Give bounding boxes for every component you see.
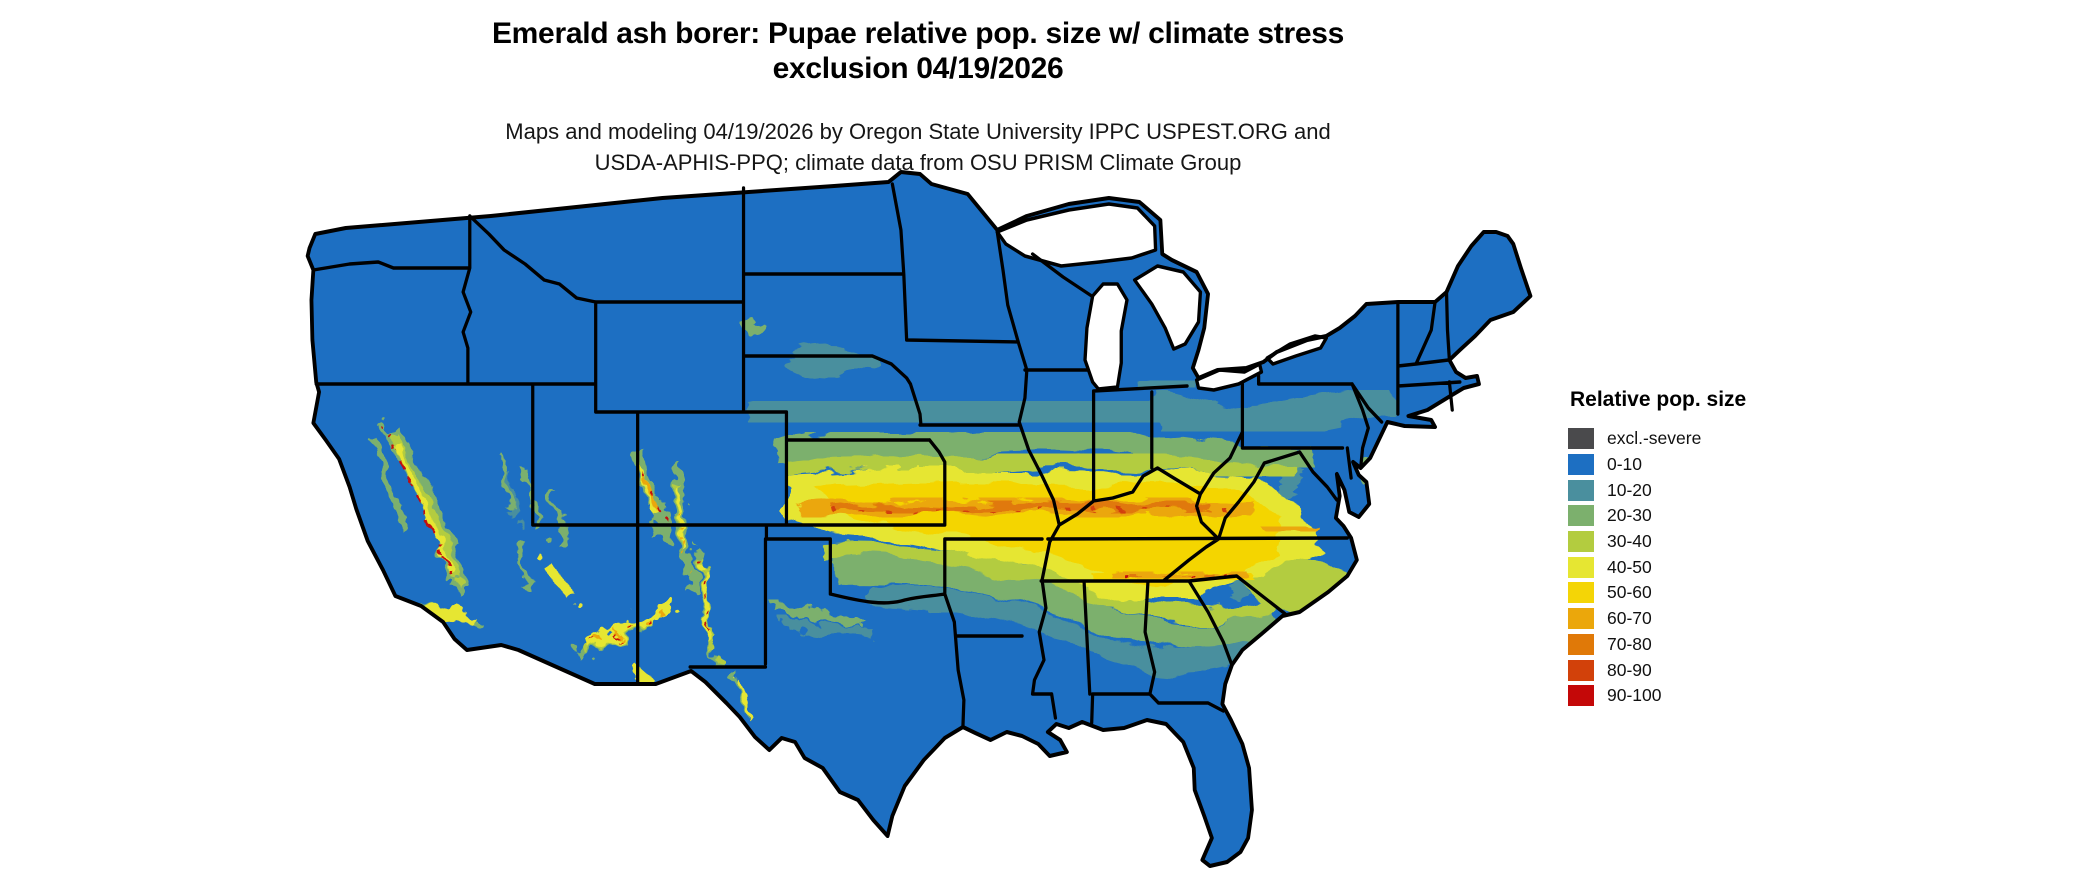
legend-swatch-40-50 [1568, 556, 1594, 578]
legend-row: 20-30 [1568, 503, 1818, 529]
ygreen-band-south [822, 543, 1282, 624]
title-line-1: Emerald ash borer: Pupae relative pop. s… [491, 17, 1345, 50]
lake-superior [995, 202, 1158, 268]
state-borders [311, 182, 1462, 729]
legend-swatch-60-70 [1568, 608, 1594, 630]
swatch-rect [1568, 659, 1594, 681]
legend-swatch-10-20 [1568, 479, 1594, 501]
ygreen-band-north [785, 449, 1295, 480]
swatch-rect [1568, 454, 1594, 476]
red-sierra-fringe [386, 431, 458, 585]
teal-band-plains [743, 384, 1196, 440]
yellow-socal [421, 603, 473, 624]
heat-raster-layer [369, 319, 1394, 719]
red-tennessee-specks [1125, 572, 1245, 579]
swatch-rect [1568, 479, 1594, 501]
legend-row: 50-60 [1568, 580, 1818, 606]
legend-row: excl.-severe [1568, 426, 1818, 452]
title-line-2: exclusion 04/19/2026 [772, 52, 1064, 85]
legend-swatch-80-90 [1568, 659, 1594, 681]
legend-row: 80-90 [1568, 657, 1818, 683]
legend-label: 40-50 [1607, 556, 1652, 577]
legend-label: 10-20 [1607, 479, 1652, 500]
legend-label: 0-10 [1607, 454, 1643, 475]
dark-orange-core [833, 500, 1212, 514]
red-rockies-fringe [644, 475, 716, 641]
swatch-rect [1568, 505, 1594, 527]
us-map-svg [305, 170, 1533, 868]
legend-label: 30-40 [1607, 531, 1652, 552]
subtitle-line-1: Maps and modeling 04/19/2026 by Oregon S… [505, 119, 1331, 144]
swatch-rect [1568, 556, 1594, 578]
south-dakota-teal-patch [782, 346, 879, 378]
teal-texas-panhandle [783, 617, 873, 639]
lake-ontario [1265, 334, 1329, 366]
legend-row: 60-70 [1568, 606, 1818, 632]
legend-swatch-30-40 [1568, 531, 1594, 553]
legend-label: 20-30 [1607, 505, 1652, 526]
legend-label: 80-90 [1607, 659, 1652, 680]
legend-row: 0-10 [1568, 452, 1818, 478]
legend-row: 40-50 [1568, 554, 1818, 580]
legend-swatch-20-30 [1568, 505, 1594, 527]
dark-orange-tennessee [1129, 573, 1240, 578]
green-ca-coast-range [369, 436, 410, 534]
lake-huron [1132, 264, 1203, 351]
legend-swatch-90-100 [1568, 685, 1594, 707]
legend: Relative pop. size excl.-severe 0-10 10-… [1568, 388, 1818, 709]
great-lakes [995, 202, 1329, 392]
swatch-rect [1568, 633, 1594, 655]
green-texas-panhandle [776, 603, 864, 627]
legend-label: excl.-severe [1607, 428, 1702, 449]
legend-row: 90-100 [1568, 683, 1818, 709]
yellow-sierra-core [395, 440, 455, 576]
legend-row: 10-20 [1568, 477, 1818, 503]
swatch-rect [1568, 608, 1594, 630]
green-band-north [774, 425, 1315, 474]
green-black-hills [744, 319, 766, 337]
legend-label: 50-60 [1607, 582, 1652, 603]
legend-label: 60-70 [1607, 608, 1652, 629]
swatch-rect [1568, 428, 1594, 450]
lake-michigan [1083, 282, 1129, 391]
legend-row: 70-80 [1568, 632, 1818, 658]
legend-swatch-0-10 [1568, 454, 1594, 476]
us-heat-map [300, 170, 1540, 882]
teal-south-michigan [1135, 375, 1196, 393]
yellow-west-texas [737, 683, 753, 719]
orange-utah-specks [677, 511, 689, 569]
teal-band-east [1154, 381, 1394, 441]
map-attribution: Maps and modeling 04/19/2026 by Oregon S… [118, 116, 1718, 178]
swatch-rect [1568, 582, 1594, 604]
swatch-rect [1568, 531, 1594, 553]
legend-swatch-excl-severe [1568, 428, 1594, 450]
legend-label: 90-100 [1607, 685, 1662, 706]
legend-label: 70-80 [1607, 633, 1652, 654]
green-band-south [833, 554, 1280, 651]
swatch-rect [1568, 685, 1594, 707]
legend-swatch-70-80 [1568, 633, 1594, 655]
teal-nevada-ridge [504, 469, 520, 523]
subtitle-line-2: USDA-APHIS-PPQ; climate data from OSU PR… [594, 150, 1242, 175]
page-title: Emerald ash borer: Pupae relative pop. s… [118, 16, 1718, 86]
orange-virginia-streak [1261, 524, 1319, 534]
legend-swatch-50-60 [1568, 582, 1594, 604]
yellow-south-nevada [540, 559, 580, 605]
legend-row: 30-40 [1568, 529, 1818, 555]
legend-title: Relative pop. size [1570, 388, 1747, 411]
